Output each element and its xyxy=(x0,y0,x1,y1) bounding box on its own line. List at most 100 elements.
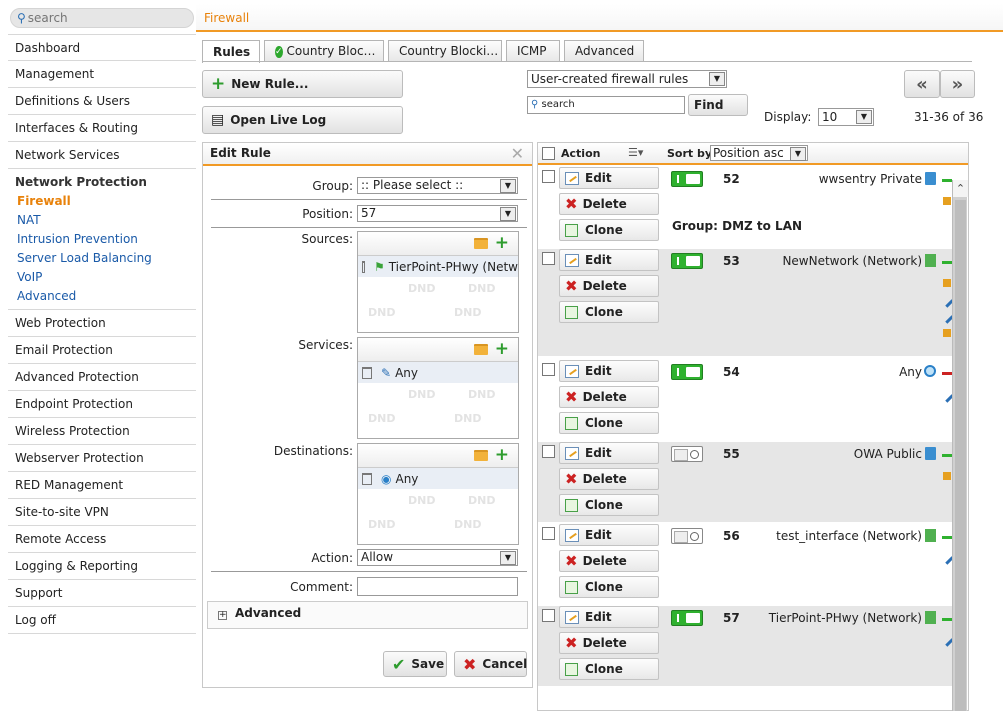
sidebar-subitem-nat[interactable]: NAT xyxy=(17,213,41,227)
comment-input[interactable] xyxy=(357,577,518,596)
clone-button[interactable]: Clone xyxy=(559,219,659,241)
group-select[interactable]: :: Please select :: ▼ xyxy=(357,177,518,194)
open-live-log-label: Open Live Log xyxy=(230,113,327,127)
chevron-up-icon[interactable]: ⌃ xyxy=(953,180,968,197)
sidebar-item-interfaces-routing[interactable]: Interfaces & Routing xyxy=(8,115,196,142)
sidebar-item-remote-access[interactable]: Remote Access xyxy=(8,526,196,553)
tab-country-blocking-exceptions[interactable]: Country Blocki… xyxy=(388,40,502,62)
sources-item[interactable]: ⚑ TierPoint-PHwy (Netw xyxy=(358,256,518,277)
edit-button[interactable]: Edit xyxy=(559,167,659,189)
advanced-section-toggle[interactable]: + Advanced xyxy=(207,601,528,629)
delete-button[interactable]: ✖ Delete xyxy=(559,193,659,215)
clone-button[interactable]: Clone xyxy=(559,658,659,680)
save-button[interactable]: ✔ Save xyxy=(383,651,447,677)
rule-number: 56 xyxy=(723,529,740,543)
rule-checkbox[interactable] xyxy=(542,445,555,458)
sidebar-item-webserver-protection[interactable]: Webserver Protection xyxy=(8,445,196,472)
position-select[interactable]: 57 ▼ xyxy=(357,205,518,222)
find-button[interactable]: Find xyxy=(688,94,748,116)
tab-advanced[interactable]: Advanced xyxy=(564,40,644,62)
delete-button[interactable]: ✖ Delete xyxy=(559,468,659,490)
sidebar-item-logging-reporting[interactable]: Logging & Reporting xyxy=(8,553,196,580)
sidebar-item-endpoint-protection[interactable]: Endpoint Protection xyxy=(8,391,196,418)
rule-checkbox[interactable] xyxy=(542,527,555,540)
new-rule-button[interactable]: + New Rule... xyxy=(202,70,403,98)
services-box[interactable]: + ✎ Any DND DND DND DND xyxy=(357,337,519,439)
sidebar-item-dashboard[interactable]: Dashboard xyxy=(8,34,196,61)
plus-icon[interactable]: + xyxy=(494,233,509,253)
select-all-checkbox[interactable] xyxy=(542,147,555,160)
sidebar-subitem-intrusion-prevention[interactable]: Intrusion Prevention xyxy=(17,232,138,246)
sort-select[interactable]: Position asc ▼ xyxy=(710,145,808,161)
global-search[interactable]: ⚲ xyxy=(10,8,194,28)
edit-button[interactable]: Edit xyxy=(559,606,659,628)
display-count-select[interactable]: 10 ▼ xyxy=(818,108,874,126)
clone-button[interactable]: Clone xyxy=(559,301,659,323)
sidebar-item-wireless-protection[interactable]: Wireless Protection xyxy=(8,418,196,445)
rule-checkbox[interactable] xyxy=(542,170,555,183)
clone-button[interactable]: Clone xyxy=(559,494,659,516)
folder-icon[interactable] xyxy=(474,344,488,355)
sidebar-item-web-protection[interactable]: Web Protection xyxy=(8,310,196,337)
rule-enable-toggle[interactable] xyxy=(671,528,703,544)
sidebar-item-advanced-protection[interactable]: Advanced Protection xyxy=(8,364,196,391)
cancel-button[interactable]: ✖ Cancel xyxy=(454,651,527,677)
rule-enable-toggle[interactable] xyxy=(671,253,703,269)
delete-button[interactable]: ✖ Delete xyxy=(559,632,659,654)
rule-list-scrollbar[interactable]: ⌃ xyxy=(952,180,968,711)
sources-box[interactable]: + ⚑ TierPoint-PHwy (Netw DND DND DND DND xyxy=(357,231,519,333)
sidebar-subitem-voip[interactable]: VoIP xyxy=(17,270,43,284)
edit-button[interactable]: Edit xyxy=(559,524,659,546)
rule-enable-toggle[interactable] xyxy=(671,610,703,626)
sidebar-item-management[interactable]: Management xyxy=(8,61,196,88)
sidebar-item-site-to-site-vpn[interactable]: Site-to-site VPN xyxy=(8,499,196,526)
trash-icon[interactable] xyxy=(362,366,372,379)
services-item[interactable]: ✎ Any xyxy=(358,362,518,383)
edit-button[interactable]: Edit xyxy=(559,249,659,271)
plus-icon[interactable]: + xyxy=(494,339,509,359)
tab-icmp[interactable]: ICMP xyxy=(506,40,560,62)
column-options-icon[interactable]: ☰▾ xyxy=(628,146,644,159)
rule-enable-toggle[interactable] xyxy=(671,364,703,380)
plus-icon[interactable]: + xyxy=(494,445,509,465)
edit-button[interactable]: Edit xyxy=(559,442,659,464)
delete-button[interactable]: ✖ Delete xyxy=(559,275,659,297)
tab-country-blocking[interactable]: ✓ Country Bloc… xyxy=(264,40,384,62)
rule-enable-toggle[interactable] xyxy=(671,446,703,462)
delete-button[interactable]: ✖ Delete xyxy=(559,386,659,408)
destinations-box[interactable]: + ◉ Any DND DND DND DND xyxy=(357,443,519,545)
rule-checkbox[interactable] xyxy=(542,252,555,265)
page-prev-button[interactable]: « xyxy=(904,70,940,98)
edit-button[interactable]: Edit xyxy=(559,360,659,382)
rule-search-input[interactable]: ⚲ search xyxy=(527,96,685,114)
page-next-button[interactable]: » xyxy=(940,70,975,98)
search-input[interactable] xyxy=(27,11,178,25)
sidebar-subitem-advanced[interactable]: Advanced xyxy=(17,289,77,303)
clone-button[interactable]: Clone xyxy=(559,576,659,598)
folder-icon[interactable] xyxy=(474,238,488,249)
sidebar-item-log-off[interactable]: Log off xyxy=(8,607,196,634)
close-icon[interactable]: ✕ xyxy=(510,144,524,163)
sidebar-item-email-protection[interactable]: Email Protection xyxy=(8,337,196,364)
open-live-log-button[interactable]: ▤ Open Live Log xyxy=(202,106,403,134)
delete-button[interactable]: ✖ Delete xyxy=(559,550,659,572)
rule-filter-select[interactable]: User-created firewall rules ▼ xyxy=(527,70,727,88)
tab-rules[interactable]: Rules xyxy=(202,40,260,63)
clone-button[interactable]: Clone xyxy=(559,412,659,434)
sidebar-group-title[interactable]: Network Protection xyxy=(15,175,147,189)
sidebar-item-support[interactable]: Support xyxy=(8,580,196,607)
folder-icon[interactable] xyxy=(474,450,488,461)
sidebar-subitem-firewall[interactable]: Firewall xyxy=(17,194,71,208)
rule-enable-toggle[interactable] xyxy=(671,171,703,187)
rule-checkbox[interactable] xyxy=(542,363,555,376)
scrollbar-thumb[interactable] xyxy=(955,200,966,711)
action-select[interactable]: Allow ▼ xyxy=(357,549,518,566)
sidebar-item-network-services[interactable]: Network Services xyxy=(8,142,196,169)
destinations-item[interactable]: ◉ Any xyxy=(358,468,518,489)
rule-checkbox[interactable] xyxy=(542,609,555,622)
sidebar-subitem-server-load-balancing[interactable]: Server Load Balancing xyxy=(17,251,152,265)
sidebar-item-definitions-users[interactable]: Definitions & Users xyxy=(8,88,196,115)
trash-icon[interactable] xyxy=(362,260,365,273)
sidebar-item-red-management[interactable]: RED Management xyxy=(8,472,196,499)
trash-icon[interactable] xyxy=(362,472,372,485)
